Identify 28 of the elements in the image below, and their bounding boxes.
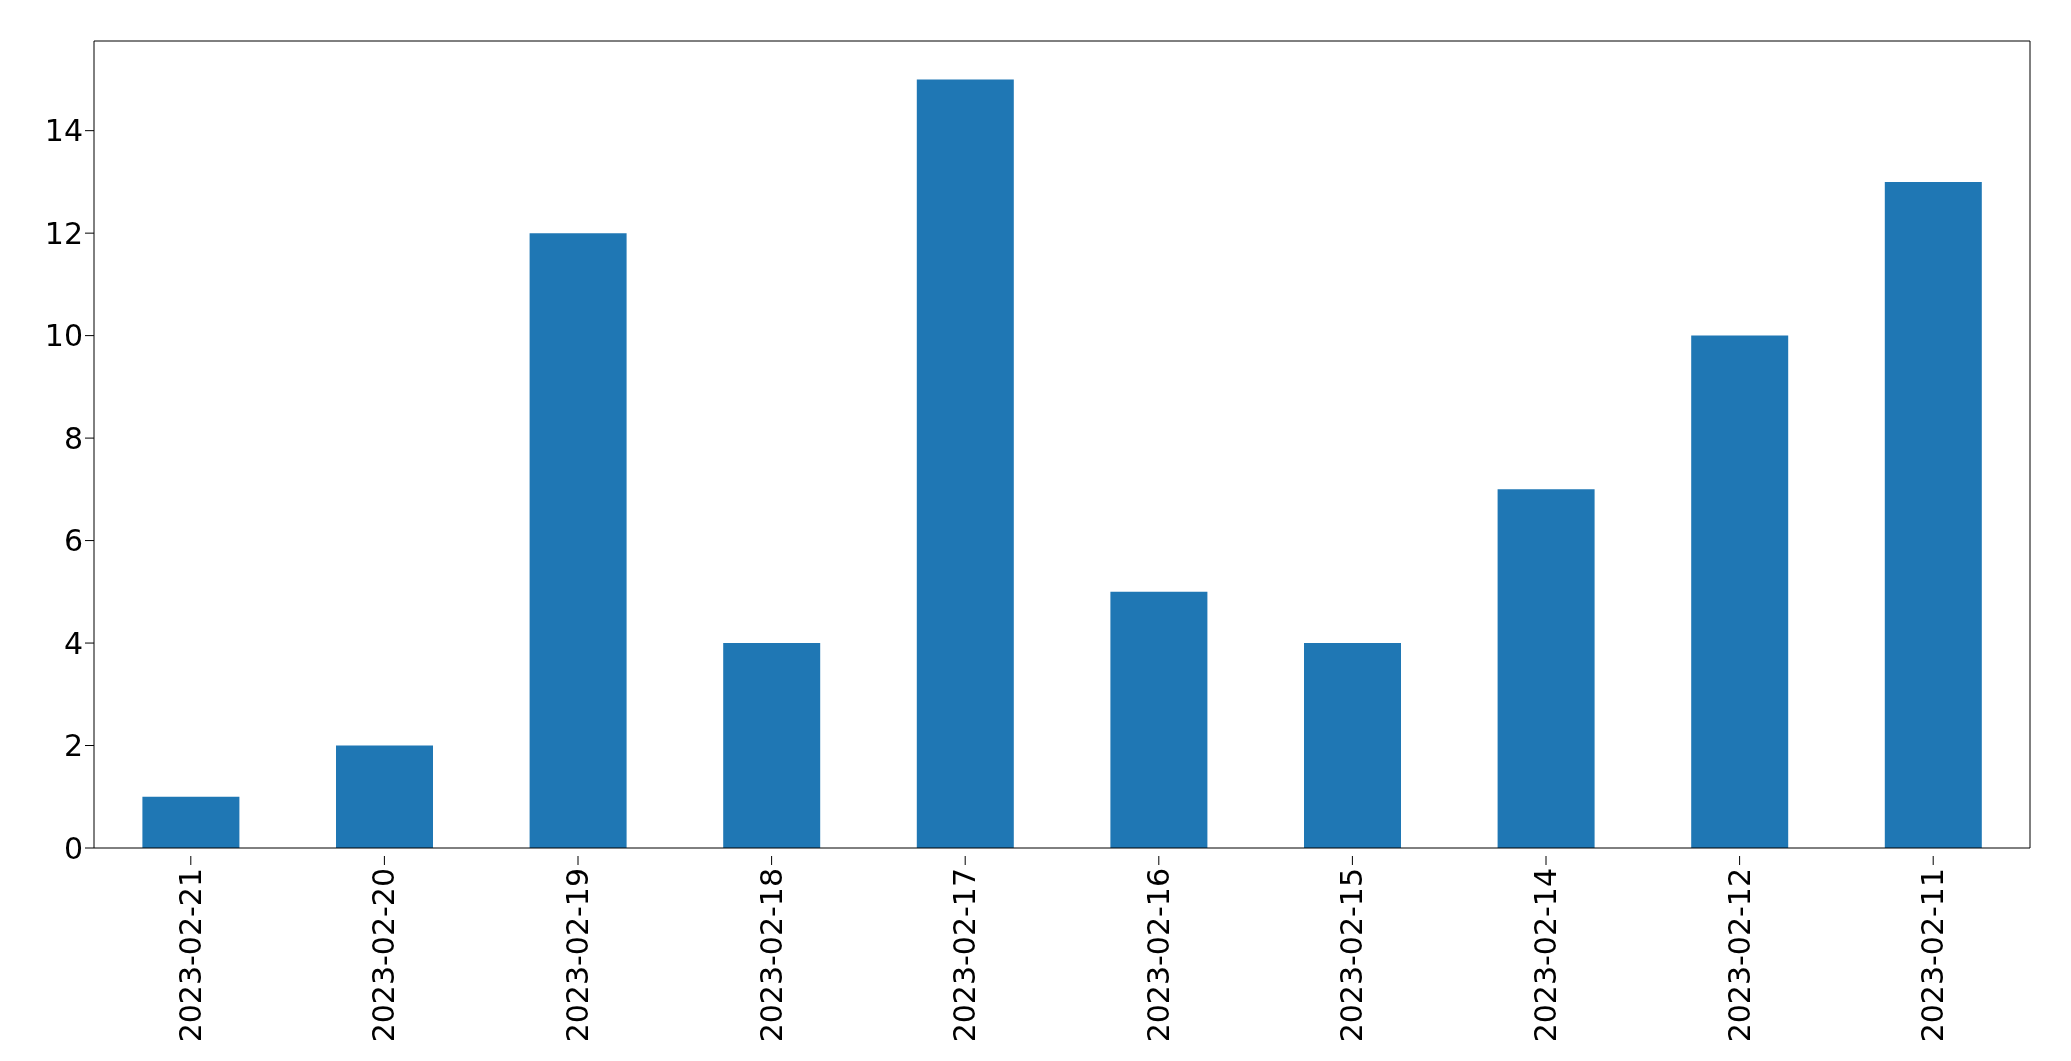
- x-tick-label: 2023-02-17: [947, 868, 983, 1043]
- bar: [1691, 335, 1789, 848]
- bar: [336, 745, 433, 848]
- x-tick-label: 2023-02-20: [366, 868, 402, 1043]
- bar: [1884, 181, 1982, 848]
- y-tick-label: 2: [63, 728, 83, 764]
- x-tick-label: 2023-02-14: [1528, 868, 1563, 1043]
- y-tick-label: 0: [63, 830, 83, 866]
- x-tick-label: 2023-02-15: [1334, 868, 1370, 1043]
- x-tick-label: 2023-02-18: [753, 868, 789, 1043]
- y-tick-label: 14: [44, 113, 83, 149]
- x-tick-label: 2023-02-12: [1721, 868, 1757, 1043]
- y-tick-label: 10: [44, 318, 83, 354]
- bar: [529, 233, 627, 848]
- x-tick-label: 2023-02-19: [560, 868, 595, 1043]
- x-tick-label: 2023-02-16: [1140, 868, 1176, 1043]
- bar: [916, 79, 1014, 848]
- y-tick-label: 4: [63, 625, 83, 661]
- bar: [1304, 643, 1401, 848]
- bar: [1497, 489, 1595, 848]
- y-tick-label: 12: [44, 215, 83, 251]
- bar: [1110, 591, 1208, 848]
- x-tick-label: 2023-02-21: [172, 868, 208, 1043]
- bar: [142, 796, 240, 848]
- x-tick-label: 2023-02-11: [1915, 868, 1951, 1043]
- y-tick-label: 6: [63, 523, 83, 559]
- y-tick-label: 8: [63, 420, 83, 456]
- bar: [723, 643, 821, 848]
